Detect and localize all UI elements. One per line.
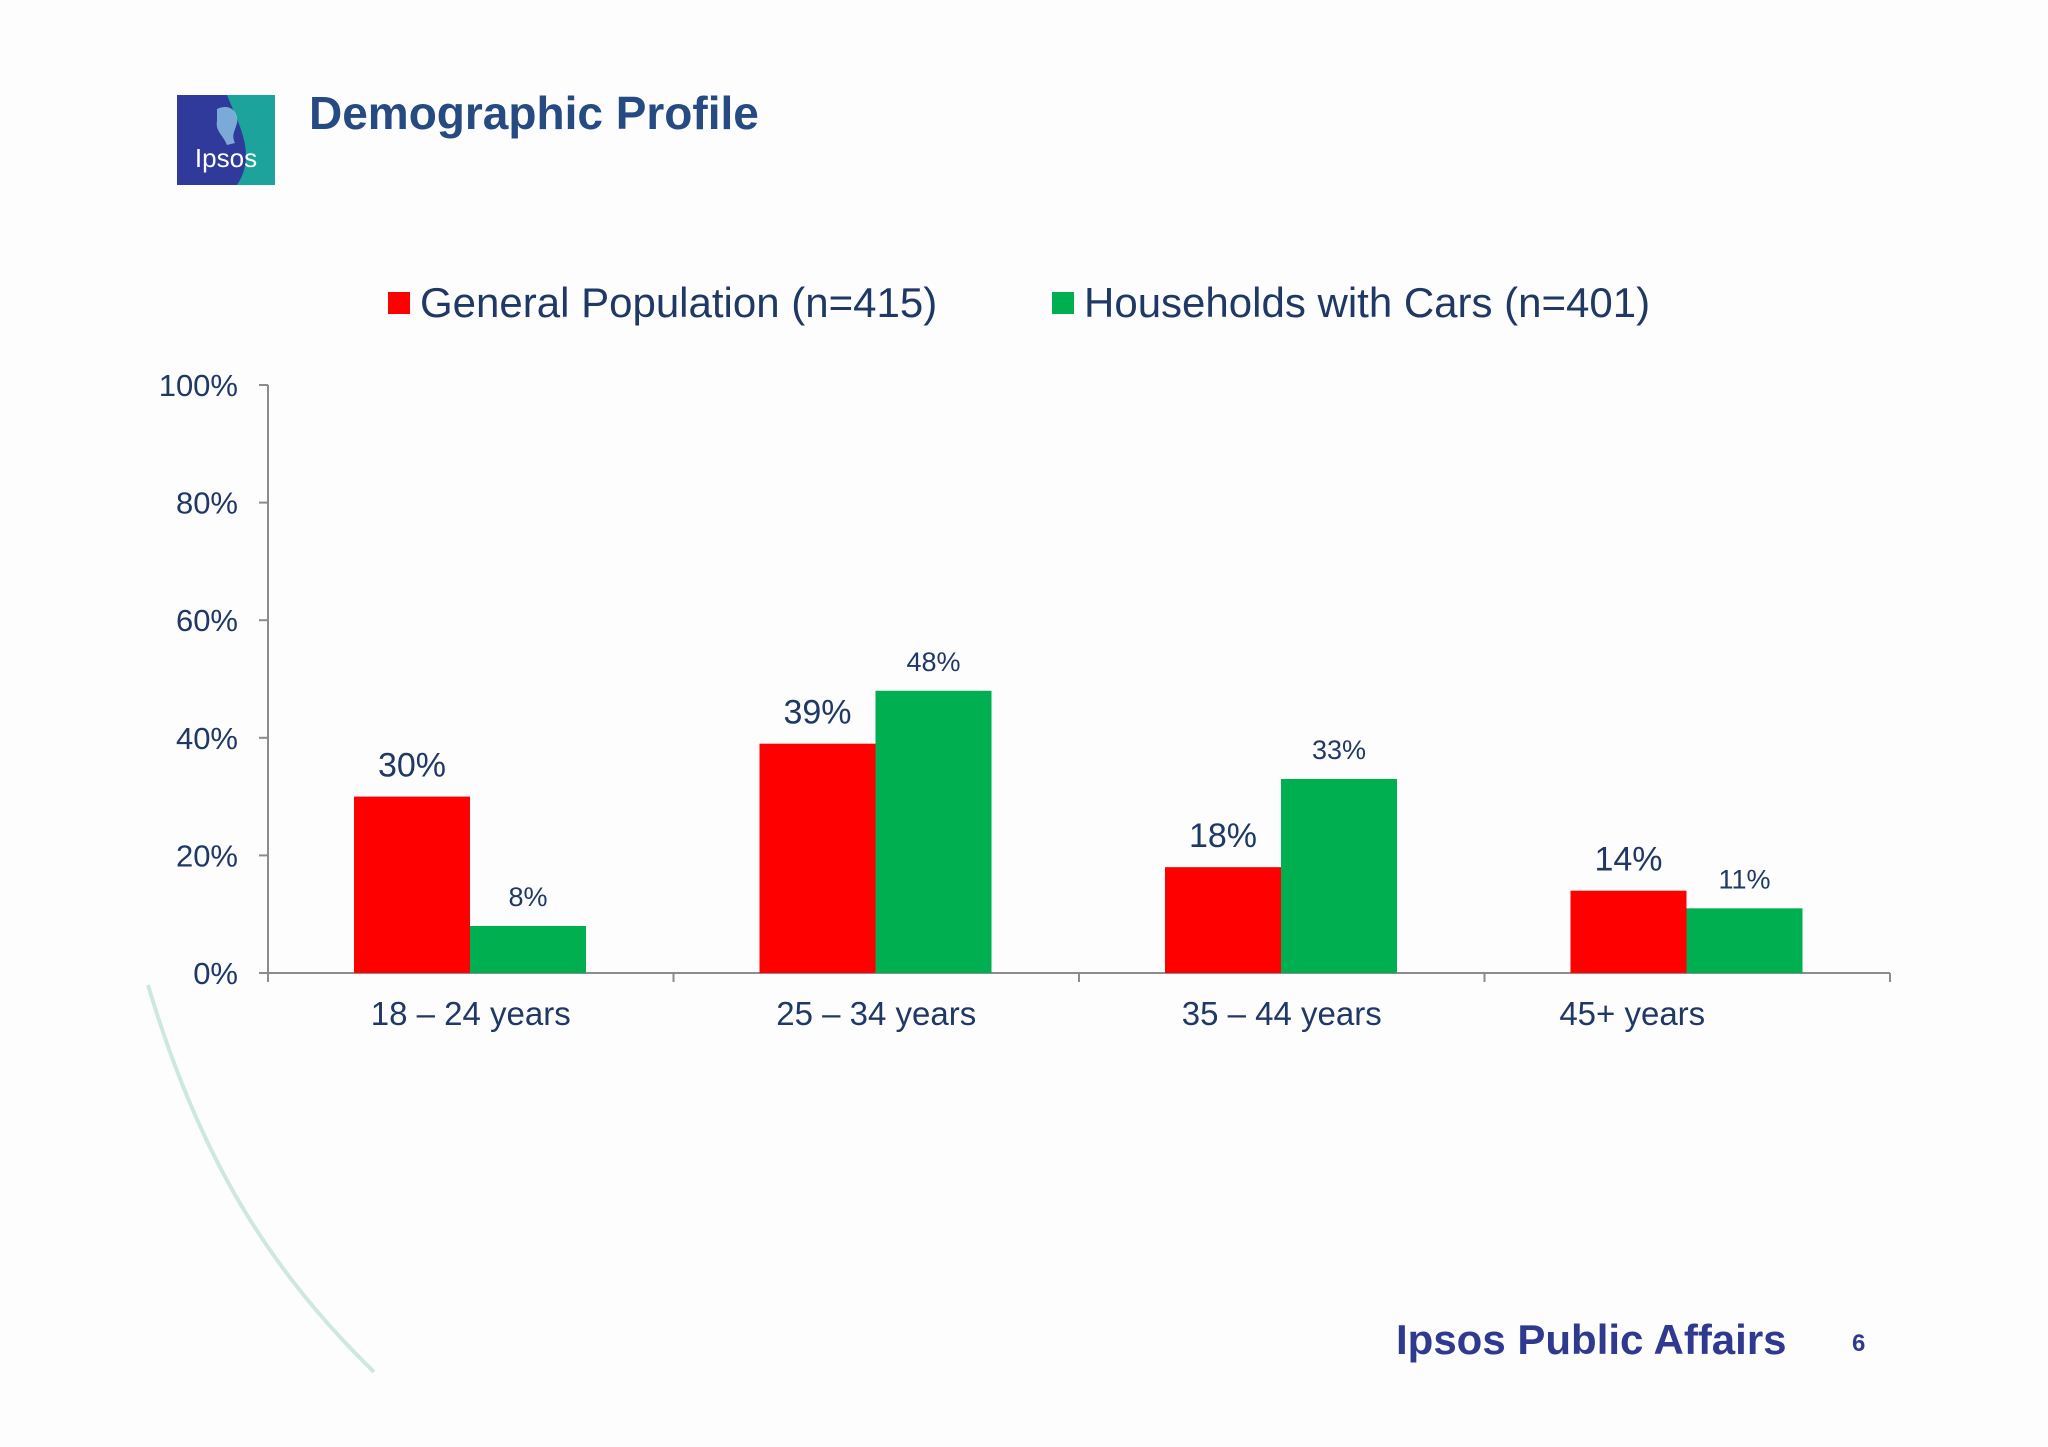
y-tick-label: 60%	[176, 603, 238, 638]
x-axis	[267, 972, 1891, 982]
legend-item-general-population: General Population (n=415)	[388, 279, 937, 326]
legend-item-households-with-cars: Households with Cars (n=401)	[1052, 279, 1650, 326]
footer-brand: Ipsos Public Affairs	[1396, 1316, 1787, 1363]
slide-title: Demographic Profile	[309, 87, 759, 139]
bars	[354, 690, 1803, 973]
data-label: 48%	[906, 647, 960, 677]
category-label: 18 – 24 years	[371, 995, 571, 1032]
data-label: 39%	[783, 694, 851, 732]
ipsos-logo: Ipsos	[177, 95, 275, 185]
legend-swatch-general-population	[388, 292, 410, 314]
legend-label-households-with-cars: Households with Cars (n=401)	[1084, 279, 1650, 326]
category-labels: 18 – 24 years 25 – 34 years 35 – 44 years 4…	[371, 995, 1705, 1032]
bar-households-with-cars	[1686, 908, 1803, 973]
logo-text: Ipsos	[195, 143, 257, 173]
bar-households-with-cars	[1281, 778, 1397, 973]
y-tick-label: 0%	[193, 956, 238, 991]
legend-label-general-population: General Population (n=415)	[420, 279, 937, 326]
y-tick-label: 20%	[176, 838, 238, 873]
data-label: 33%	[1312, 735, 1366, 765]
bar-general-population	[1165, 867, 1281, 973]
category-label: 45+ years	[1559, 995, 1705, 1032]
category-label: 35 – 44 years	[1182, 995, 1382, 1032]
data-label: 8%	[508, 882, 547, 912]
category-label: 25 – 34 years	[776, 995, 976, 1032]
data-label: 14%	[1594, 841, 1662, 879]
y-tick-label: 40%	[176, 721, 238, 756]
bar-households-with-cars	[875, 690, 992, 973]
legend-swatch-households-with-cars	[1052, 292, 1074, 314]
bar-general-population	[354, 796, 470, 973]
page-number: 6	[1852, 1330, 1866, 1357]
y-axis: 0% 20% 40% 60% 80% 100%	[159, 368, 269, 991]
y-tick-label: 80%	[176, 486, 238, 521]
bar-general-population	[1570, 890, 1687, 973]
data-labels: 30% 8% 39% 48% 18% 33% 14% 11%	[378, 647, 1771, 912]
bar-households-with-cars	[470, 925, 586, 973]
data-label: 18%	[1189, 817, 1257, 855]
y-tick-label: 100%	[159, 368, 238, 403]
data-label: 30%	[378, 747, 446, 785]
bar-general-population	[759, 743, 876, 973]
data-label: 11%	[1718, 864, 1770, 894]
legend: General Population (n=415) Households wi…	[388, 279, 1650, 326]
